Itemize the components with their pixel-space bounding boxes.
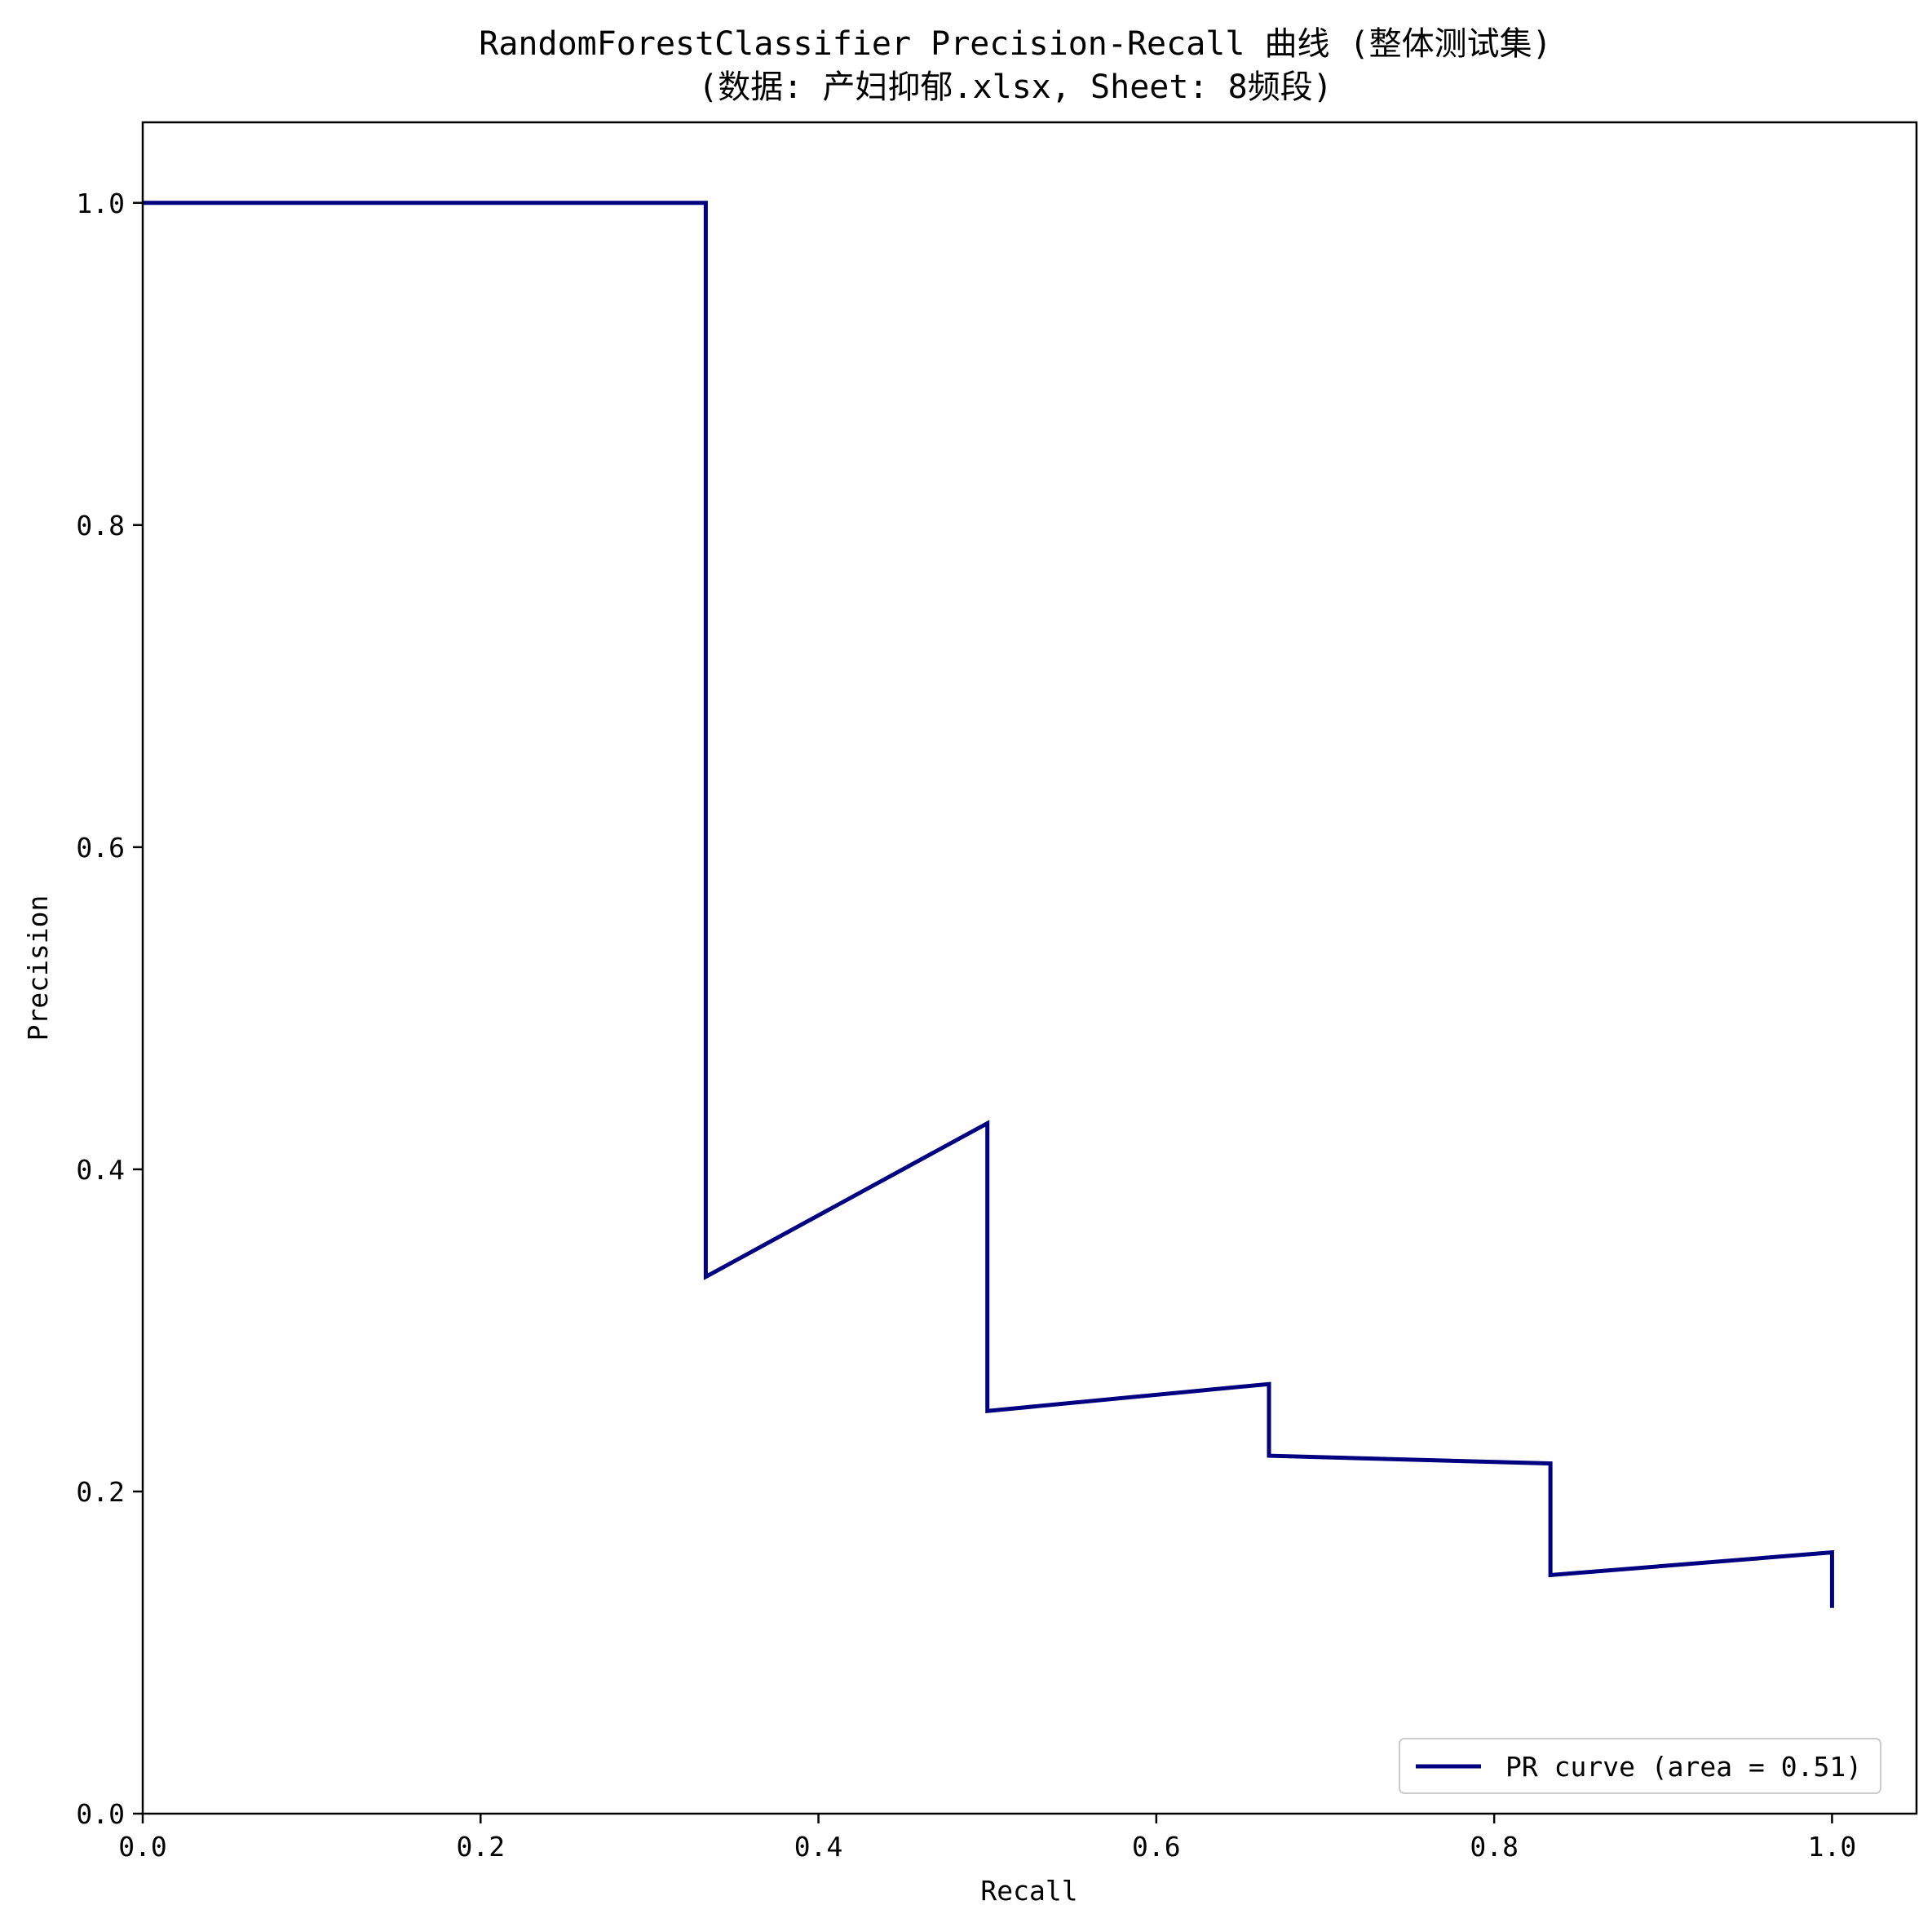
plot-frame	[141, 121, 1918, 1815]
x-tick-label: 0.0	[118, 1831, 167, 1863]
y-axis-label: Precision	[22, 895, 54, 1041]
series-line-0	[143, 201, 1834, 1608]
legend-label: PR curve (area = 0.51)	[1505, 1751, 1862, 1783]
x-tick-label: 0.6	[1132, 1831, 1181, 1863]
y-tick-label: 0.8	[76, 510, 125, 541]
y-tick-label: 0.2	[76, 1476, 125, 1508]
legend: PR curve (area = 0.51)	[1399, 1738, 1881, 1794]
chart-subtitle: (数据: 产妇抑郁.xlsx, Sheet: 8频段)	[698, 69, 1333, 106]
x-tick-label: 0.4	[794, 1831, 843, 1863]
chart-title: RandomForestClassifier Precision-Recall …	[479, 25, 1552, 63]
x-tick-label: 0.8	[1470, 1831, 1519, 1863]
y-axis-ticks: 0.0 0.2 0.4 0.6 0.8 1.0	[76, 188, 143, 1830]
x-axis-label: Recall	[980, 1875, 1077, 1907]
plot-lines	[143, 201, 1834, 1608]
y-tick-label: 0.4	[76, 1154, 125, 1186]
legend-box	[1399, 1738, 1881, 1794]
x-axis-ticks: 0.0 0.2 0.4 0.6 0.8 1.0	[118, 1814, 1856, 1863]
x-tick-label: 0.2	[456, 1831, 505, 1863]
y-tick-label: 1.0	[76, 188, 125, 219]
x-tick-label: 1.0	[1808, 1831, 1857, 1863]
y-tick-label: 0.0	[76, 1798, 125, 1830]
y-tick-label: 0.6	[76, 832, 125, 864]
